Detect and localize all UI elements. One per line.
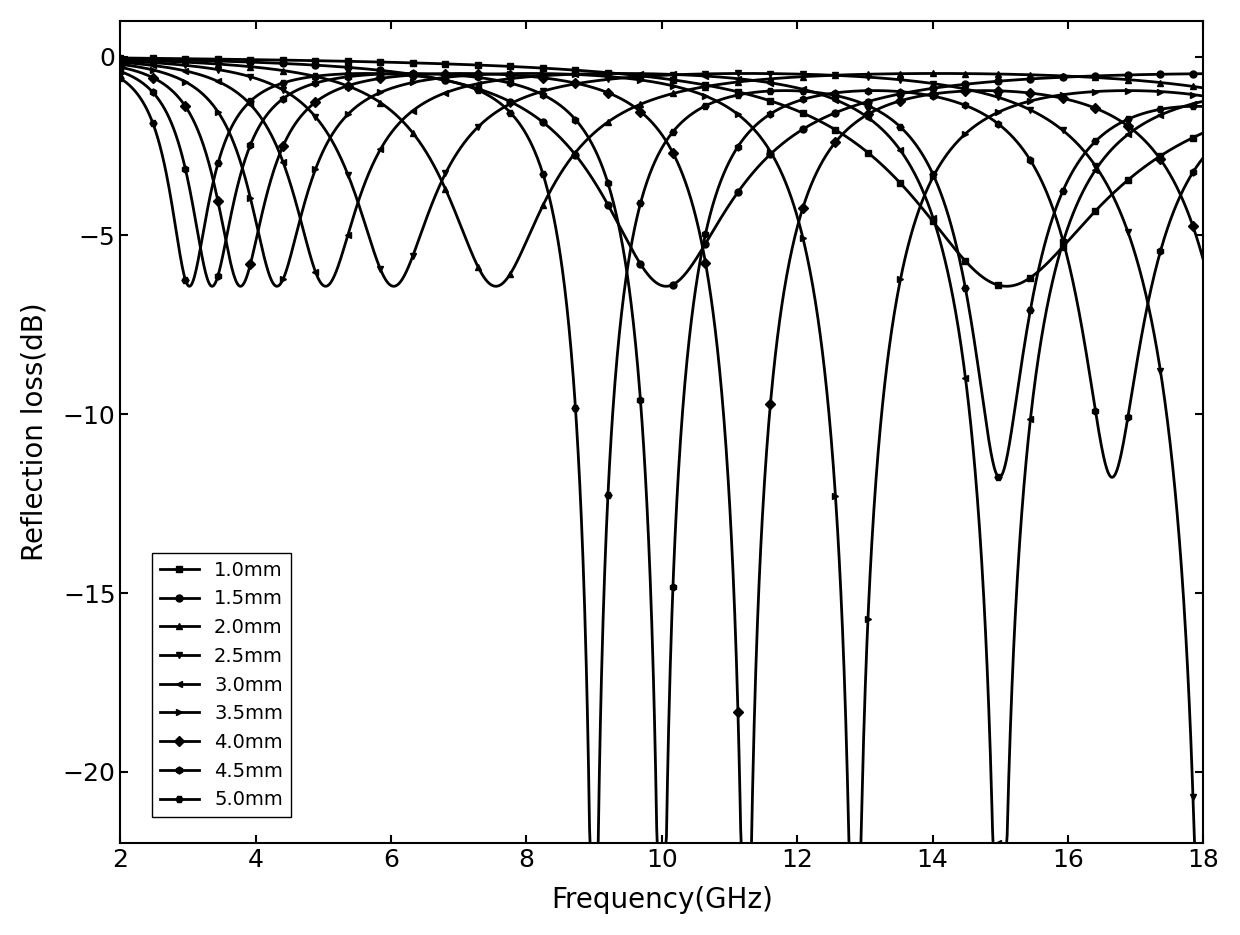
4.0mm xyxy=(169,89,184,100)
3.5mm xyxy=(966,122,981,133)
4.0mm xyxy=(611,92,626,103)
1.0mm xyxy=(966,264,981,275)
3.5mm xyxy=(640,76,655,87)
1.0mm xyxy=(1164,143,1179,154)
1.5mm xyxy=(658,280,673,292)
4.5mm xyxy=(966,103,981,114)
2.0mm xyxy=(1195,82,1210,94)
4.5mm xyxy=(1164,209,1179,221)
3.5mm xyxy=(842,838,857,849)
5.0mm xyxy=(583,838,598,849)
3.0mm xyxy=(640,68,655,79)
3.0mm xyxy=(966,442,981,453)
2.5mm xyxy=(113,55,128,66)
2.5mm xyxy=(1164,453,1179,464)
1.5mm xyxy=(1164,68,1179,79)
2.5mm xyxy=(1195,838,1210,849)
1.0mm xyxy=(999,280,1014,292)
3.0mm xyxy=(986,838,1001,849)
1.0mm xyxy=(169,53,184,65)
3.5mm xyxy=(169,72,184,83)
2.0mm xyxy=(169,56,184,67)
4.0mm xyxy=(966,85,981,96)
3.0mm xyxy=(169,64,184,75)
1.0mm xyxy=(1164,143,1179,154)
1.5mm xyxy=(640,267,655,279)
5.0mm xyxy=(1166,102,1180,113)
5.0mm xyxy=(967,334,982,345)
X-axis label: Frequency(GHz): Frequency(GHz) xyxy=(551,886,773,914)
Legend: 1.0mm, 1.5mm, 2.0mm, 2.5mm, 3.0mm, 3.5mm, 4.0mm, 4.5mm, 5.0mm: 1.0mm, 1.5mm, 2.0mm, 2.5mm, 3.0mm, 3.5mm… xyxy=(151,553,290,817)
4.5mm xyxy=(1195,152,1210,164)
3.5mm xyxy=(113,59,128,70)
3.0mm xyxy=(113,57,128,68)
5.0mm xyxy=(641,173,656,184)
Line: 4.0mm: 4.0mm xyxy=(117,64,1207,847)
1.5mm xyxy=(1164,68,1179,79)
Line: 4.5mm: 4.5mm xyxy=(117,68,1207,847)
1.0mm xyxy=(1195,127,1210,138)
3.0mm xyxy=(1164,105,1179,116)
4.5mm xyxy=(611,218,626,229)
2.0mm xyxy=(489,280,503,292)
1.0mm xyxy=(640,71,655,82)
Line: 3.5mm: 3.5mm xyxy=(117,61,1207,847)
2.5mm xyxy=(1187,838,1202,849)
3.0mm xyxy=(1164,105,1179,116)
1.5mm xyxy=(966,78,981,89)
4.0mm xyxy=(113,62,128,73)
Line: 5.0mm: 5.0mm xyxy=(117,70,1207,847)
2.0mm xyxy=(966,68,981,79)
3.0mm xyxy=(1195,95,1210,107)
2.0mm xyxy=(1164,79,1179,90)
2.5mm xyxy=(1164,448,1179,459)
2.0mm xyxy=(611,109,626,121)
2.0mm xyxy=(640,96,655,108)
4.5mm xyxy=(169,129,184,140)
4.5mm xyxy=(650,838,665,849)
5.0mm xyxy=(611,328,626,339)
Line: 1.0mm: 1.0mm xyxy=(117,54,1207,290)
1.0mm xyxy=(611,68,626,79)
4.0mm xyxy=(640,111,655,122)
2.5mm xyxy=(169,59,184,70)
3.5mm xyxy=(611,72,626,83)
5.0mm xyxy=(1164,102,1179,113)
2.5mm xyxy=(640,70,655,81)
1.5mm xyxy=(1195,68,1210,79)
5.0mm xyxy=(113,73,128,84)
Line: 1.5mm: 1.5mm xyxy=(117,55,1207,290)
4.5mm xyxy=(113,65,128,77)
3.5mm xyxy=(1164,87,1179,98)
Line: 2.0mm: 2.0mm xyxy=(117,56,1207,290)
3.5mm xyxy=(1164,87,1179,98)
Line: 2.5mm: 2.5mm xyxy=(117,57,1207,847)
5.0mm xyxy=(358,68,373,79)
1.5mm xyxy=(113,53,128,65)
4.0mm xyxy=(1195,254,1210,266)
4.5mm xyxy=(640,499,655,511)
1.5mm xyxy=(169,54,184,65)
1.0mm xyxy=(113,52,128,64)
4.0mm xyxy=(1164,172,1179,183)
Line: 3.0mm: 3.0mm xyxy=(117,59,1207,847)
Y-axis label: Reflection loss(dB): Reflection loss(dB) xyxy=(21,303,48,561)
4.5mm xyxy=(1164,210,1179,222)
2.0mm xyxy=(113,54,128,65)
5.0mm xyxy=(1195,101,1210,112)
3.0mm xyxy=(611,68,626,79)
3.5mm xyxy=(1195,91,1210,102)
1.5mm xyxy=(611,218,626,229)
2.5mm xyxy=(966,85,981,96)
4.0mm xyxy=(734,838,749,849)
5.0mm xyxy=(169,223,184,234)
4.0mm xyxy=(1164,173,1179,184)
2.5mm xyxy=(611,73,626,84)
2.0mm xyxy=(1164,79,1179,90)
